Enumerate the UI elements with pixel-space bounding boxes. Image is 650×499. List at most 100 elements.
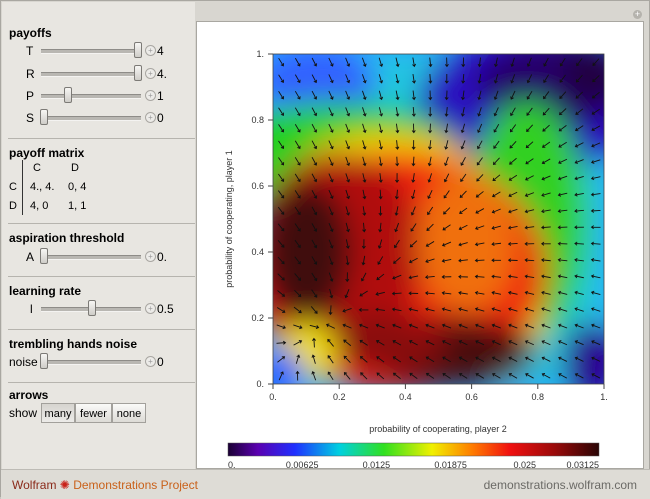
- flow-arrow: [444, 107, 449, 117]
- flow-arrow: [590, 274, 601, 279]
- flow-arrow: [294, 90, 301, 100]
- flow-arrow: [278, 173, 285, 182]
- flow-arrow: [557, 258, 568, 262]
- slider-T[interactable]: [41, 49, 141, 54]
- slider-noise[interactable]: [41, 360, 141, 365]
- flow-arrow: [477, 107, 482, 117]
- wolfram-brand[interactable]: Wolfram ✺ Demonstrations Project: [12, 478, 198, 492]
- slider-A[interactable]: [41, 255, 141, 260]
- flow-arrow: [491, 356, 501, 362]
- flow-arrow: [493, 90, 499, 101]
- flow-arrow: [443, 173, 450, 183]
- flow-arrow: [295, 354, 301, 364]
- slider-T-thumb[interactable]: [134, 42, 142, 58]
- slider-T-expand-icon[interactable]: +: [145, 45, 156, 56]
- flow-arrow: [441, 307, 452, 312]
- flow-arrow: [375, 339, 385, 346]
- flow-arrow: [408, 323, 418, 329]
- flow-arrow: [459, 190, 467, 199]
- slider-noise-label: noise: [9, 355, 38, 369]
- flow-arrow: [557, 192, 568, 197]
- flow-arrow: [444, 90, 449, 101]
- flow-arrow: [378, 206, 383, 217]
- flow-arrow: [459, 207, 468, 214]
- flow-arrow: [475, 323, 485, 329]
- divider: [8, 329, 195, 330]
- flow-arrow: [427, 189, 433, 199]
- arrows-none-button[interactable]: none: [112, 403, 146, 423]
- slider-l-expand-icon[interactable]: +: [145, 303, 156, 314]
- flow-arrow: [542, 141, 551, 148]
- slider-noise-expand-icon[interactable]: +: [145, 356, 156, 367]
- flow-arrow: [559, 74, 566, 83]
- slider-noise-thumb[interactable]: [40, 353, 48, 369]
- flow-arrow: [278, 371, 284, 381]
- slider-A-expand-icon[interactable]: +: [145, 251, 156, 262]
- flow-arrow: [491, 340, 501, 346]
- slider-R-expand-icon[interactable]: +: [145, 68, 156, 79]
- flow-arrow: [508, 373, 518, 379]
- flow-arrow: [428, 107, 433, 117]
- flow-arrow: [524, 258, 535, 263]
- flow-arrow: [345, 173, 351, 183]
- flow-arrow: [476, 174, 484, 182]
- flow-arrow: [309, 324, 320, 329]
- x-tick-label: 1.: [600, 392, 608, 402]
- flow-arrow: [325, 323, 335, 329]
- flow-arrow: [524, 209, 535, 214]
- flow-arrow: [510, 57, 515, 68]
- flow-arrow: [311, 354, 316, 364]
- arrows-fewer-button[interactable]: fewer: [75, 403, 112, 423]
- flow-arrow: [526, 57, 532, 67]
- flow-arrow: [591, 108, 600, 115]
- flow-arrow: [408, 257, 418, 264]
- flow-arrow: [590, 307, 601, 312]
- flow-arrow: [411, 173, 416, 183]
- flow-arrow: [362, 90, 367, 101]
- arrows-many-button[interactable]: many: [41, 403, 75, 423]
- flow-arrow: [276, 324, 286, 330]
- flow-arrow: [591, 356, 601, 362]
- flow-arrow: [458, 372, 468, 379]
- slider-l-thumb[interactable]: [88, 300, 96, 316]
- slider-S-label: S: [26, 111, 35, 125]
- slider-P-expand-icon[interactable]: +: [145, 90, 156, 101]
- matrix-cell: 0, 4: [68, 181, 87, 193]
- flow-arrow: [574, 356, 584, 362]
- flow-arrow: [277, 273, 285, 281]
- slider-S-expand-icon[interactable]: +: [145, 112, 156, 123]
- slider-S-thumb[interactable]: [40, 109, 48, 125]
- flow-arrow: [441, 241, 452, 247]
- slider-P-thumb[interactable]: [64, 87, 72, 103]
- flow-arrow: [378, 173, 383, 183]
- flow-arrow: [311, 74, 318, 84]
- flow-arrow: [395, 90, 400, 101]
- control-panel: payoffs T + 4 R + 4. P + 1 S + 0 payoff …: [2, 2, 195, 469]
- options-plus-icon[interactable]: +: [633, 9, 642, 19]
- learning-rate-title: learning rate: [9, 284, 82, 298]
- flow-arrow: [541, 356, 551, 362]
- footer-domain[interactable]: demonstrations.wolfram.com: [483, 478, 637, 492]
- slider-P[interactable]: [41, 94, 141, 99]
- flow-arrow: [524, 307, 535, 312]
- flow-arrow: [294, 124, 301, 133]
- flow-arrow: [393, 257, 401, 264]
- flow-arrow: [507, 258, 518, 263]
- slider-A-thumb[interactable]: [40, 248, 48, 264]
- slider-R[interactable]: [41, 72, 141, 77]
- flow-arrow: [590, 257, 601, 262]
- flow-arrow: [441, 291, 452, 295]
- flow-arrow: [375, 291, 385, 296]
- flow-arrow: [492, 157, 500, 166]
- slider-S[interactable]: [41, 116, 141, 121]
- flow-arrow: [443, 190, 450, 199]
- flow-arrow: [474, 307, 485, 312]
- flow-arrow: [360, 372, 368, 380]
- flow-arrow: [558, 340, 568, 346]
- slider-R-thumb[interactable]: [134, 65, 142, 81]
- flow-arrow: [428, 90, 433, 101]
- flow-arrow: [524, 274, 535, 279]
- flow-arrow: [328, 189, 334, 200]
- plot-axes: 0. 0.2 0.4 0.6 0.8 1. 0. 0.2 0.4 0.6 0.8 1.: [251, 49, 607, 402]
- flow-arrow: [442, 224, 451, 231]
